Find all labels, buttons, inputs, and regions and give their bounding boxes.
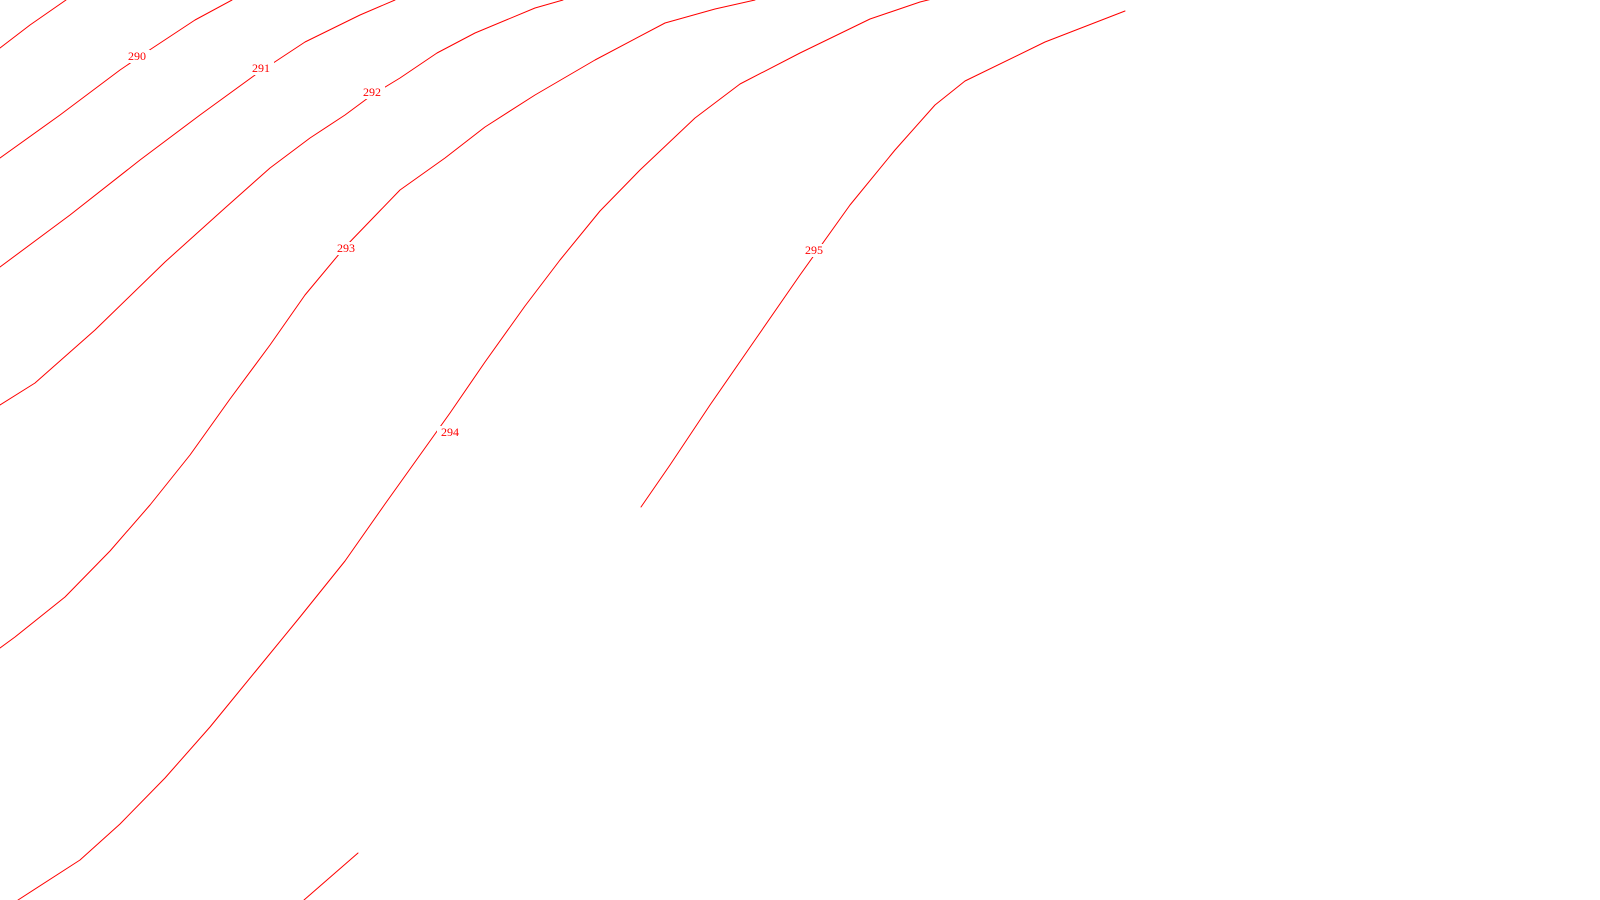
contour-label-290: 290	[128, 49, 146, 63]
contour-line-293	[0, 0, 756, 649]
contour-292: 292	[0, 0, 564, 406]
contour-label-293: 293	[337, 241, 355, 255]
contour-line-291	[0, 0, 396, 268]
contour-label-295: 295	[805, 243, 823, 257]
contour-line-290-lower	[0, 0, 233, 159]
contour-290: 290	[0, 0, 233, 159]
contour-294: 294	[17, 0, 931, 900]
contour-line-295	[640, 10, 1126, 508]
contour-line-290	[0, 0, 67, 49]
contour-line-294	[17, 0, 931, 900]
contour-291: 291	[0, 0, 396, 268]
contour-line-292	[0, 0, 564, 406]
contour-293: 293	[0, 0, 756, 649]
contour-label-294: 294	[441, 425, 459, 439]
contour-label-292: 292	[363, 85, 381, 99]
contour-line-294-fragment	[303, 852, 359, 900]
contour-295: 295	[640, 10, 1126, 508]
contour-label-291: 291	[252, 61, 270, 75]
